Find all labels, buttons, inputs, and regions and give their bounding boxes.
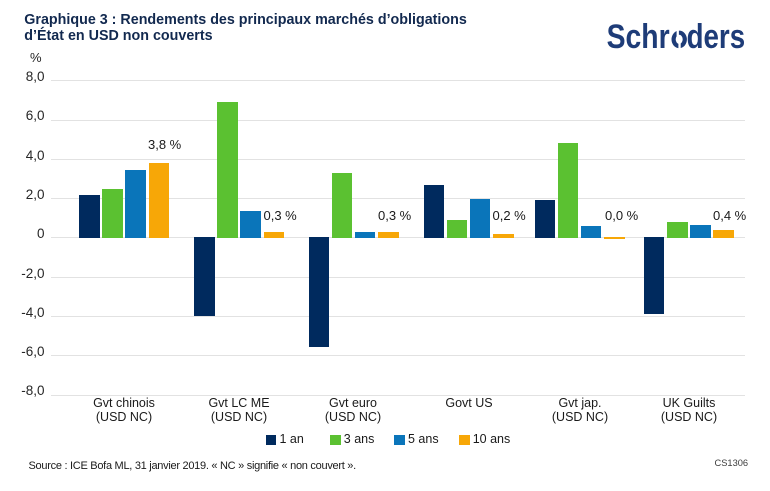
svg-text:ders: ders <box>687 18 746 56</box>
svg-text:Schr: Schr <box>607 18 670 56</box>
